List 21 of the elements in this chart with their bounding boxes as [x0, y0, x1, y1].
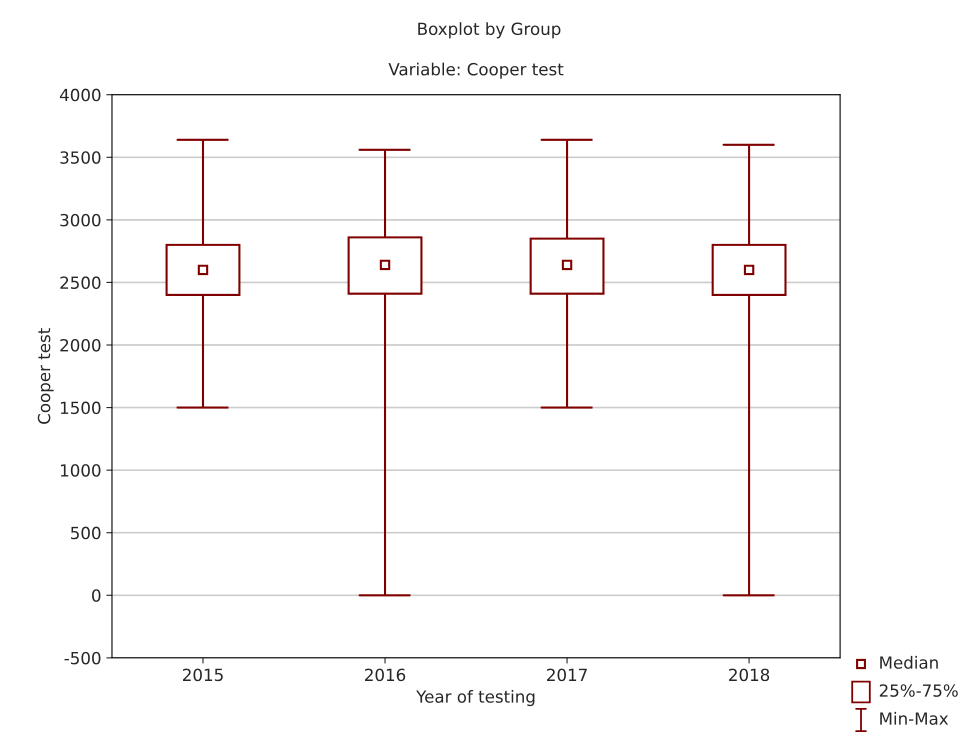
y-tick-label: 1500: [60, 402, 100, 414]
x-tick-label: 2016: [365, 668, 406, 682]
y-tick-label: -500: [64, 652, 100, 664]
text: 25%-75%: [880, 684, 958, 697]
y-tick-label: 2000: [60, 338, 100, 352]
text: Min-Max: [880, 712, 948, 725]
x-axis-title: Year of testing: [416, 690, 534, 706]
y-tick-label: 3500: [60, 151, 100, 164]
y-tick-label: 4000: [60, 88, 100, 102]
chart-title: Boxplot by Group: [418, 22, 560, 38]
x-tick-label: 2018: [729, 668, 770, 682]
x-tick-label: 2017: [547, 668, 587, 682]
y-axis-title: Cooper test: [38, 328, 54, 424]
x-tick-label: 2015: [183, 668, 223, 682]
y-tick-label: 500: [71, 526, 100, 540]
y-tick-label: 2500: [60, 276, 100, 289]
text: Median: [880, 656, 938, 669]
chart-subtitle: Variable: Cooper test: [388, 62, 564, 79]
y-tick-label: 3000: [60, 214, 100, 226]
y-tick-label: 0: [92, 589, 100, 602]
y-tick-label: 1000: [60, 464, 100, 477]
